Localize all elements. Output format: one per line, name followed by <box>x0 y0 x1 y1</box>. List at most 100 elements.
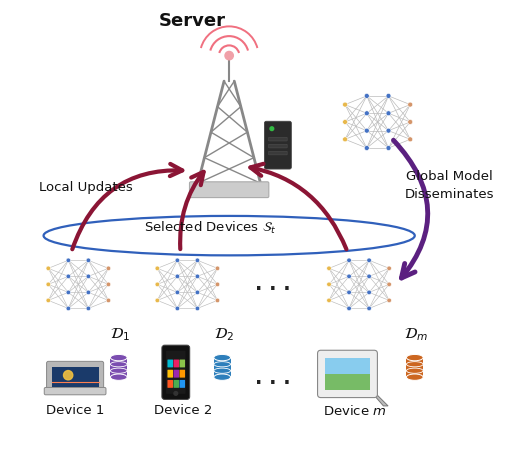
Circle shape <box>106 267 111 271</box>
Circle shape <box>347 258 352 263</box>
Text: . . .: . . . <box>255 368 291 387</box>
Text: Device 1: Device 1 <box>46 403 104 416</box>
Text: Selected Devices $\mathcal{S}_t$: Selected Devices $\mathcal{S}_t$ <box>144 220 277 236</box>
Circle shape <box>387 299 392 303</box>
Circle shape <box>347 307 352 311</box>
Text: Server: Server <box>158 12 226 30</box>
Circle shape <box>66 290 70 295</box>
Circle shape <box>343 120 347 125</box>
Circle shape <box>175 275 180 279</box>
Text: $\mathcal{D}_2$: $\mathcal{D}_2$ <box>214 326 234 343</box>
Circle shape <box>327 282 332 287</box>
Circle shape <box>367 307 372 311</box>
Circle shape <box>106 299 111 303</box>
Circle shape <box>408 103 413 108</box>
Circle shape <box>347 275 352 279</box>
Circle shape <box>155 299 160 303</box>
Circle shape <box>155 267 160 271</box>
Circle shape <box>387 282 392 287</box>
Text: . . .: . . . <box>255 275 291 293</box>
Circle shape <box>46 267 50 271</box>
Ellipse shape <box>407 362 423 367</box>
Ellipse shape <box>111 374 127 381</box>
Text: $\mathcal{D}_m$: $\mathcal{D}_m$ <box>404 326 428 343</box>
FancyBboxPatch shape <box>318 350 377 398</box>
Text: Global Model
Disseminates: Global Model Disseminates <box>405 170 494 200</box>
FancyBboxPatch shape <box>325 374 370 390</box>
Ellipse shape <box>407 374 423 381</box>
Circle shape <box>174 392 178 395</box>
Circle shape <box>195 275 200 279</box>
Circle shape <box>387 267 392 271</box>
FancyBboxPatch shape <box>44 388 106 395</box>
FancyBboxPatch shape <box>269 145 287 149</box>
Circle shape <box>343 138 347 143</box>
FancyBboxPatch shape <box>47 362 104 391</box>
Ellipse shape <box>214 369 231 374</box>
Circle shape <box>225 52 233 61</box>
FancyBboxPatch shape <box>174 380 179 388</box>
FancyBboxPatch shape <box>190 182 269 198</box>
Ellipse shape <box>111 355 127 361</box>
Circle shape <box>408 120 413 125</box>
Ellipse shape <box>111 362 127 367</box>
Circle shape <box>386 146 391 151</box>
FancyBboxPatch shape <box>325 358 370 390</box>
Ellipse shape <box>111 369 127 374</box>
Circle shape <box>364 94 369 99</box>
Circle shape <box>343 103 347 108</box>
Circle shape <box>46 282 50 287</box>
Text: Device $m$: Device $m$ <box>323 403 386 417</box>
Ellipse shape <box>407 369 423 374</box>
FancyBboxPatch shape <box>168 370 173 378</box>
Circle shape <box>364 129 369 134</box>
Circle shape <box>66 258 70 263</box>
Circle shape <box>215 282 220 287</box>
Circle shape <box>195 307 200 311</box>
Circle shape <box>66 275 70 279</box>
Circle shape <box>86 258 90 263</box>
Circle shape <box>155 282 160 287</box>
Circle shape <box>86 307 90 311</box>
FancyBboxPatch shape <box>179 380 185 388</box>
FancyBboxPatch shape <box>168 360 173 368</box>
Circle shape <box>86 290 90 295</box>
FancyBboxPatch shape <box>52 367 99 387</box>
Ellipse shape <box>407 355 423 361</box>
FancyBboxPatch shape <box>168 380 173 388</box>
FancyBboxPatch shape <box>166 351 186 394</box>
Circle shape <box>386 112 391 117</box>
Circle shape <box>195 290 200 295</box>
Text: $\mathcal{D}_1$: $\mathcal{D}_1$ <box>109 326 130 343</box>
Circle shape <box>364 112 369 117</box>
FancyBboxPatch shape <box>407 358 423 377</box>
FancyBboxPatch shape <box>264 122 291 169</box>
Circle shape <box>327 267 332 271</box>
Circle shape <box>270 127 273 131</box>
Circle shape <box>215 267 220 271</box>
Circle shape <box>66 307 70 311</box>
Circle shape <box>175 290 180 295</box>
FancyBboxPatch shape <box>174 360 179 368</box>
Circle shape <box>175 307 180 311</box>
Polygon shape <box>374 392 388 406</box>
Circle shape <box>386 94 391 99</box>
Text: Device 2: Device 2 <box>154 403 212 416</box>
FancyBboxPatch shape <box>325 358 370 374</box>
Circle shape <box>408 138 413 143</box>
Circle shape <box>106 282 111 287</box>
Circle shape <box>215 299 220 303</box>
Circle shape <box>195 258 200 263</box>
FancyBboxPatch shape <box>214 358 231 377</box>
FancyBboxPatch shape <box>179 370 185 378</box>
Ellipse shape <box>214 355 231 361</box>
Circle shape <box>327 299 332 303</box>
Circle shape <box>175 258 180 263</box>
Circle shape <box>367 290 372 295</box>
Circle shape <box>364 146 369 151</box>
FancyBboxPatch shape <box>162 345 190 400</box>
FancyBboxPatch shape <box>174 370 179 378</box>
Circle shape <box>367 275 372 279</box>
Circle shape <box>64 371 73 380</box>
FancyBboxPatch shape <box>179 360 185 368</box>
